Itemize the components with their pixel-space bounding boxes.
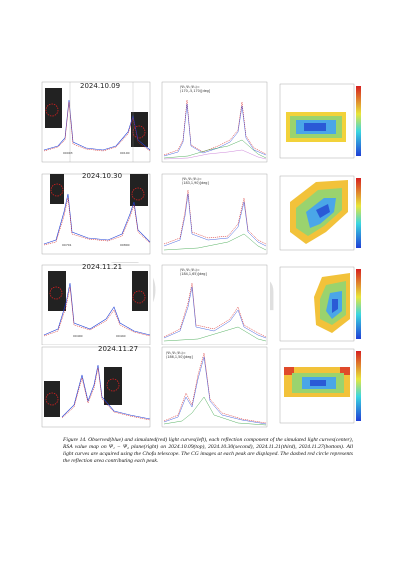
peak-label: 00400 bbox=[73, 334, 83, 338]
rsa-map-panel bbox=[276, 345, 368, 435]
light-curve-panel: 2024.10.30 00701 00800 bbox=[38, 172, 153, 262]
reflection-components-panel: (Ψ₁,Ψ₂,Ψ₃)= (183,1,90)[deg] bbox=[158, 172, 270, 262]
reflection-components-panel: (Ψ₁,Ψ₂,Ψ₃)= (170,-5,170)[deg] bbox=[158, 80, 270, 170]
psi-label: (Ψ₁,Ψ₂,Ψ₃)= (183,1,90)[deg] bbox=[182, 177, 209, 186]
rsa-map-panel bbox=[276, 172, 368, 262]
light-curve-panel: 2024.11.21 00400 00440 bbox=[38, 263, 153, 353]
light-curve-panel: 2024.11.27 bbox=[38, 345, 153, 435]
figure-caption: Figure 14. Observed(blue) and simulated(… bbox=[63, 437, 353, 465]
light-curve-panel: 2024.10.09 00003 00100 bbox=[38, 80, 153, 170]
peak-label: 00100 bbox=[120, 151, 130, 155]
figure-row-4: 2024.11.27 (Ψ₁,Ψ₂,Ψ₃)= (186,1,50)[deg] bbox=[38, 345, 368, 435]
rsa-map-panel bbox=[276, 80, 368, 170]
reflection-components-panel: (Ψ₁,Ψ₂,Ψ₃)= (186,1,50)[deg] bbox=[158, 345, 270, 435]
rsa-map-panel bbox=[276, 263, 368, 353]
date-label: 2024.11.27 bbox=[98, 345, 139, 353]
peak-label: 00440 bbox=[116, 334, 126, 338]
figure-row-2: 2024.10.30 00701 00800 (Ψ₁,Ψ₂,Ψ₃)= (183,1… bbox=[38, 172, 368, 262]
figure-row-3: 2024.11.21 00400 00440 (Ψ₁,Ψ₂,Ψ₃)= (184,1… bbox=[38, 263, 368, 353]
psi-label: (Ψ₁,Ψ₂,Ψ₃)= (170,-5,170)[deg] bbox=[180, 85, 211, 94]
peak-label: 00800 bbox=[120, 243, 130, 247]
reflection-components-panel: (Ψ₁,Ψ₂,Ψ₃)= (184,1,65)[deg] bbox=[158, 263, 270, 353]
psi-label: (Ψ₁,Ψ₂,Ψ₃)= (186,1,50)[deg] bbox=[166, 351, 193, 360]
figure-row-1: 2024.10.09 00003 00100 (Ψ₁,Ψ₂,Ψ₃)= (170,-… bbox=[38, 80, 368, 170]
date-label: 2024.10.09 bbox=[80, 82, 121, 90]
peak-label: 00701 bbox=[62, 243, 72, 247]
psi-label: (Ψ₁,Ψ₂,Ψ₃)= (184,1,65)[deg] bbox=[180, 268, 207, 277]
peak-label: 00003 bbox=[63, 151, 73, 155]
date-label: 2024.11.21 bbox=[82, 263, 123, 271]
date-label: 2024.10.30 bbox=[82, 172, 123, 180]
